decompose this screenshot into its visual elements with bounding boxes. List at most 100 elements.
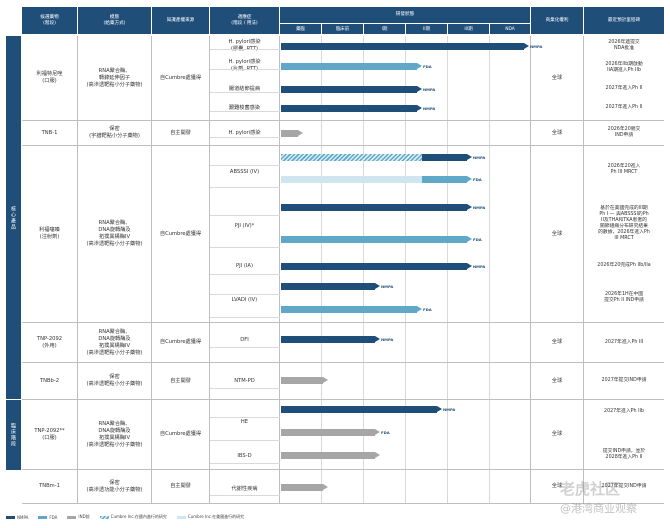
- progress-bar: [281, 154, 467, 161]
- drug-modality: 保密 (宇譜靶點小分子藥物): [89, 126, 140, 139]
- progress-arrow: [417, 85, 422, 92]
- indication-label: PJI (IA): [236, 262, 253, 269]
- regulator-tag: FDA: [473, 237, 482, 242]
- column-divider: [583, 36, 584, 504]
- progress-arrow: [417, 62, 422, 69]
- drug-name: TNP-2092 (外用): [36, 335, 63, 349]
- regulator-tag: FDA: [381, 430, 390, 435]
- legend-swatch-preind: [67, 515, 77, 519]
- regulator-tag: NMPA: [530, 43, 543, 49]
- progress-arrow: [417, 104, 422, 111]
- indication-label: H. pylori感染: [228, 129, 261, 136]
- watermark-logo: 老虎社区: [560, 480, 621, 498]
- progress-bar: [281, 377, 323, 384]
- progress-bar: [281, 176, 467, 183]
- drug-name: 利福噻嗪 (注射劑): [39, 227, 60, 240]
- legend-swatch-cumbre-us: [176, 515, 186, 519]
- indication-label: ABSSSI (IV): [229, 168, 260, 175]
- row-separator: [210, 215, 280, 216]
- progress-arrow: [375, 429, 380, 435]
- row-separator: [210, 495, 280, 496]
- milestone-text: 2026年20進入 Ph III MRCT: [607, 164, 641, 175]
- drug-modality: 保密 (高滲透功能小分子藥物): [86, 479, 143, 493]
- stage-phase3: III期: [448, 24, 489, 34]
- progress-arrow: [298, 129, 303, 136]
- progress-arrow: [437, 406, 442, 412]
- row-separator: [210, 440, 280, 441]
- stage-nda: NDA: [490, 24, 530, 34]
- row-separator: [210, 49, 280, 50]
- drug-rights: 全球: [551, 129, 563, 136]
- row-separator: [210, 69, 280, 70]
- milestone-text: 基於在美國完成的III期 Ph I — 與ABSSSI的Ph II及THA和TK…: [598, 206, 650, 241]
- indication-label: NTM-PD: [234, 377, 255, 384]
- header-milestone: 最近預計里程碑: [584, 7, 664, 34]
- stage-divider: [363, 36, 364, 504]
- row-separator: [210, 317, 280, 318]
- indication-label: PJI (IV)*: [234, 222, 255, 229]
- milestone-text: 2026年20親交 IND申請: [607, 127, 641, 138]
- row-separator: [210, 347, 280, 348]
- milestone-text: 2027年進入Ph IIb: [604, 409, 644, 414]
- progress-bar: [281, 306, 417, 313]
- legend: NMPA FDA IND前 Cumbre Inc.在國內進行的研究 Cumbre…: [6, 513, 426, 521]
- drug-ip: 自Cumbre處獲得: [159, 230, 202, 237]
- drug-modality: RNA聚合酶、 DNA旋轉酶及 拓撲異構酶IV (高滲透靶點小分子藥物): [86, 220, 143, 247]
- milestone-text: 2026年IIb期啟動 IIA期進入Ph IIb: [605, 62, 643, 73]
- drug-rights: 全球: [551, 74, 563, 81]
- milestone-text: 提交IND申請，並於 2028年進入Ph II: [602, 449, 646, 460]
- regulator-tag: FDA: [423, 63, 432, 69]
- regulator-tag: NMPA: [423, 86, 436, 92]
- milestone-text: 2027年提交IND申請: [601, 378, 647, 383]
- indication-label: H. pylori感染 (膠囊, RTT): [228, 39, 261, 52]
- drug-name: TNBb-2: [39, 377, 60, 384]
- header-modality: 模態 (給藥方式): [78, 7, 151, 34]
- stage-divider: [489, 36, 490, 504]
- regulator-tag: NMPA: [381, 337, 394, 342]
- progress-bar: [281, 283, 375, 290]
- progress-arrow: [375, 283, 380, 289]
- row-separator: [210, 463, 280, 464]
- drug-modality: RNA聚合酶、 DNA旋轉酶及 拓撲異構酶IV (高滲透靶點小分子藥物): [86, 328, 143, 356]
- progress-arrow: [467, 263, 472, 269]
- progress-bar: [281, 336, 375, 343]
- drug-modality: RNA聚合酶、 DNA旋轉酶及 拓撲異構酶IV (高滲透靶點小分子藥物): [86, 420, 143, 448]
- row-separator: [210, 137, 280, 138]
- drug-ip: 自主開發: [170, 377, 191, 384]
- milestone-text: 2027年進入Ph II: [605, 105, 643, 110]
- indication-label: 腸道結節提病: [228, 85, 261, 92]
- progress-bar: [281, 104, 417, 112]
- progress-arrow: [375, 452, 380, 458]
- indication-label: HE: [240, 418, 249, 425]
- indication-label: H. pylori感染 (片劑, RTT): [228, 59, 261, 72]
- indication-label: 艱難梭菌感染: [228, 104, 261, 111]
- category-core: 核心產品: [6, 36, 21, 399]
- progress-bar: [281, 236, 467, 243]
- legend-swatch-fda: [38, 515, 48, 519]
- progress-arrow: [467, 236, 472, 242]
- stage-preclinical: 臨床前: [322, 24, 363, 34]
- progress-bar: [281, 85, 417, 93]
- progress-bar: [281, 204, 467, 211]
- progress-bar: [281, 263, 467, 270]
- category-clinical: 臨床階段: [6, 400, 21, 470]
- regulator-tag: NMPA: [423, 105, 436, 111]
- regulator-tag: NMPA: [381, 284, 394, 289]
- stage-divider: [405, 36, 406, 504]
- drug-rights: 全球: [551, 483, 563, 489]
- progress-bar: [281, 452, 375, 459]
- progress-arrow: [467, 154, 472, 160]
- progress-bar: [281, 129, 298, 137]
- milestone-text: 2027年提交IND申請: [601, 483, 647, 489]
- indication-label: 代謝性疾病: [231, 485, 258, 492]
- column-divider: [151, 36, 152, 504]
- column-divider: [209, 36, 210, 504]
- indication-label: LVADI (IV): [231, 296, 258, 303]
- row-separator: [210, 187, 280, 188]
- progress-bar: [281, 62, 417, 70]
- row-separator: [210, 165, 280, 166]
- stage-phase2: II期: [406, 24, 447, 34]
- header-drug: 候選藥物 (階段): [22, 7, 77, 34]
- milestone-text: 2027年進入Ph II: [605, 86, 643, 91]
- milestone-text: 2026年遞提交 NDA批准: [608, 40, 640, 51]
